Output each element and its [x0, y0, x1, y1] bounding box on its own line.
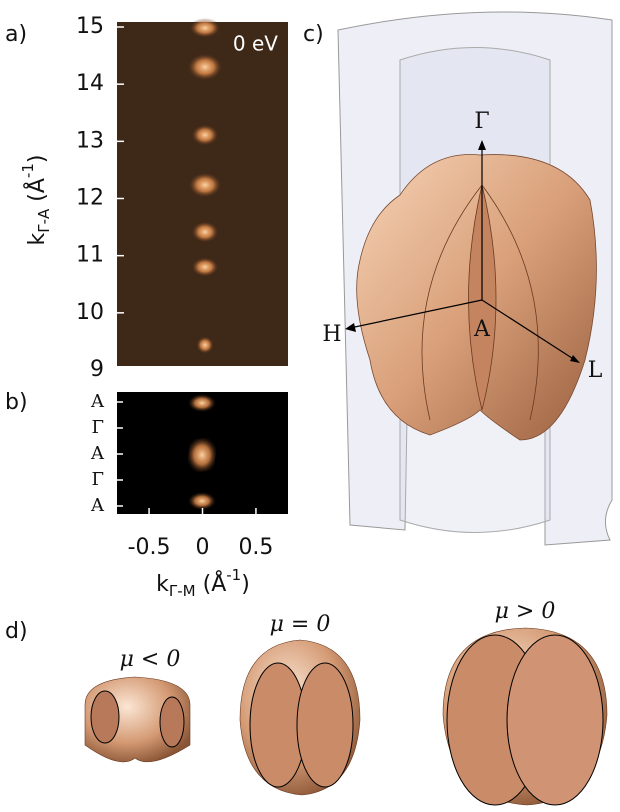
label-part: -1 [19, 163, 37, 178]
label-part: (Å [23, 178, 50, 209]
x-tick-label: -0.5 [128, 535, 171, 560]
label-part: k [25, 232, 50, 245]
label-part: ) [25, 155, 50, 164]
label-part: k [156, 572, 169, 597]
axis-label: H [322, 322, 341, 347]
panel-label: b) [5, 390, 28, 415]
y-tick-label: 14 [76, 71, 104, 96]
y-axis-label: kΓ-A (Å-1) [19, 155, 53, 246]
y-tick-label: A [90, 495, 105, 516]
annotation: 0 eV [233, 32, 278, 56]
fermi-surface-3d [338, 12, 612, 545]
arpes-image [117, 18, 288, 372]
label-part: ) [241, 572, 250, 597]
label-part: -1 [226, 566, 241, 584]
caption: μ < 0 [120, 647, 181, 672]
axis-label: A [473, 317, 491, 342]
panel-label: d) [5, 619, 28, 644]
axis-label: L [588, 358, 603, 383]
panel-label: a) [5, 22, 27, 47]
y-tick-label: 10 [76, 300, 104, 325]
label-part: Γ-M [169, 582, 196, 600]
y-tick-label: 9 [90, 357, 104, 382]
y-tick-label: Γ [92, 469, 105, 490]
x-tick-label: 0 [196, 535, 210, 560]
caption: μ = 0 [270, 612, 331, 637]
figure: a) b) c) d) 0 eV kΓ-A (Å-1) kΓ-M (Å-1) [0, 0, 620, 812]
x-tick-label: 0.5 [238, 535, 273, 560]
axis-label: Γ [474, 109, 489, 134]
caption: μ > 0 [495, 599, 556, 624]
y-tick-label: A [90, 391, 105, 412]
y-tick-label: A [90, 443, 105, 464]
y-tick-label: 11 [76, 243, 104, 268]
y-tick-label: 13 [76, 128, 104, 153]
y-tick-label: Γ [92, 417, 105, 438]
x-axis-label: kΓ-M (Å-1) [156, 566, 250, 600]
y-tick-label: 15 [76, 14, 104, 39]
y-tick-label: 12 [76, 186, 104, 211]
label-part: (Å [196, 570, 227, 597]
calc-image [117, 392, 288, 514]
label-part: Γ-A [35, 208, 53, 233]
panel-label: c) [303, 22, 324, 47]
